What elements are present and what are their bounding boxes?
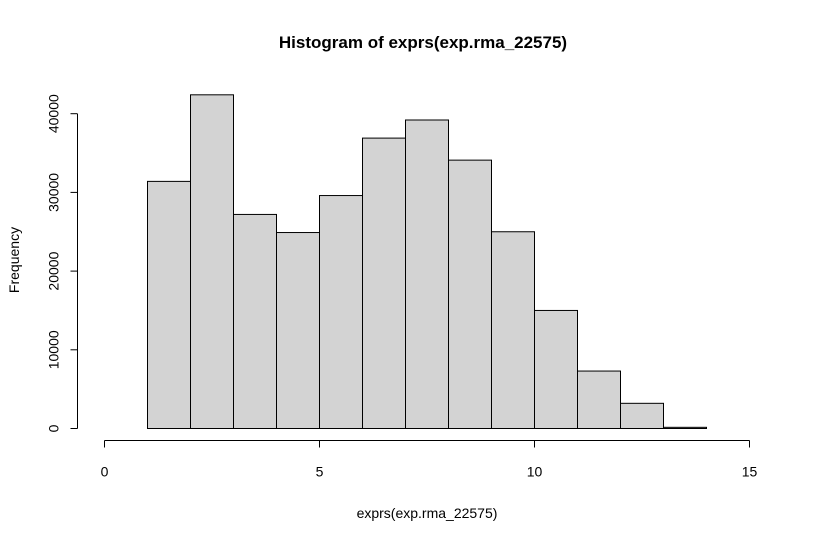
x-tick-label: 10	[527, 464, 543, 480]
chart-title: Histogram of exprs(exp.rma_22575)	[279, 33, 567, 52]
histogram-bar	[663, 426, 707, 429]
histogram-bar	[491, 231, 535, 429]
histogram-bar	[233, 213, 277, 429]
histogram-bar	[448, 159, 492, 429]
histogram-bar	[577, 370, 621, 430]
histogram-bar	[190, 94, 234, 429]
y-tick-label: 0	[46, 424, 62, 432]
histogram-bar	[405, 119, 449, 429]
y-axis: 0 10000 20000 30000 40000	[46, 94, 78, 432]
x-tick-label: 5	[316, 464, 324, 480]
histogram-bar	[362, 137, 406, 430]
histogram-bar	[319, 195, 363, 429]
histogram-bar	[534, 309, 578, 430]
histogram-bar	[276, 232, 320, 429]
bars-group	[147, 94, 707, 430]
x-tick-label: 15	[742, 464, 758, 480]
histogram-bar	[620, 402, 664, 430]
y-tick-label: 40000	[46, 94, 62, 133]
histogram-bar	[147, 180, 191, 429]
y-tick-label: 20000	[46, 251, 62, 290]
y-axis-label: Frequency	[6, 227, 22, 293]
x-axis: 0 5 10 15	[101, 440, 758, 480]
x-axis-label: exprs(exp.rma_22575)	[357, 505, 498, 521]
y-tick-label: 30000	[46, 173, 62, 212]
x-tick-label: 0	[101, 464, 109, 480]
y-tick-label: 10000	[46, 330, 62, 369]
